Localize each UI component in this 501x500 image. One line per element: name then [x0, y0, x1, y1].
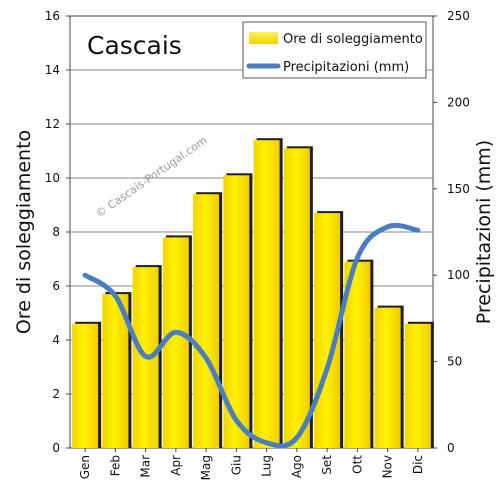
- x-tick-label: Lug: [260, 455, 274, 477]
- legend-label-sunshine: Ore di soleggiamento: [283, 32, 423, 47]
- x-tick-label: Ott: [350, 455, 364, 474]
- right-tick-label: 200: [447, 95, 470, 109]
- bar: [253, 140, 280, 448]
- bar: [162, 237, 189, 448]
- title-box: [76, 22, 184, 66]
- right-tick-label: 100: [447, 268, 470, 282]
- x-tick-label: Dic: [411, 455, 425, 474]
- x-tick-label: Feb: [108, 455, 122, 476]
- x-axis-ticks: Gen Feb Mar Apr Mag Giu Lug Ago Set Ott Nov Dic: [78, 448, 425, 480]
- legend: Ore di soleggiamento Precipitazioni (mm): [242, 21, 427, 79]
- left-tick-label: 14: [45, 63, 60, 77]
- bar: [283, 148, 310, 449]
- legend-swatch-sunshine: [249, 32, 278, 44]
- y-axis-title-right: Precipitazioni (mm): [473, 140, 495, 324]
- chart-title: Cascais: [87, 31, 182, 60]
- legend-label-precipitation: Precipitazioni (mm): [283, 60, 409, 75]
- right-tick-label: 150: [447, 182, 470, 196]
- x-tick-label: Mag: [199, 455, 213, 480]
- bar: [374, 307, 401, 448]
- x-tick-label: Giu: [229, 455, 243, 475]
- x-tick-label: Mar: [139, 455, 153, 478]
- bar: [193, 194, 220, 448]
- x-tick-label: Set: [320, 455, 334, 475]
- left-tick-label: 16: [45, 9, 60, 23]
- right-tick-label: 0: [447, 441, 455, 455]
- x-tick-label: Ago: [290, 455, 304, 478]
- left-axis-ticks: 0 2 4 6 8 10 12 14 16: [45, 9, 70, 455]
- x-tick-label: Gen: [78, 455, 92, 479]
- right-tick-label: 50: [447, 355, 462, 369]
- left-tick-label: 2: [52, 387, 60, 401]
- x-tick-label: Nov: [381, 455, 395, 478]
- left-tick-label: 10: [45, 171, 60, 185]
- right-tick-label: 250: [447, 9, 470, 23]
- left-tick-label: 0: [52, 441, 60, 455]
- right-axis-ticks: 0 50 100 150 200 250: [433, 9, 470, 455]
- left-tick-label: 6: [52, 279, 60, 293]
- bars: [72, 138, 434, 449]
- bar: [102, 294, 129, 448]
- precipitation-line: [82, 222, 421, 449]
- x-tick-label: Apr: [169, 455, 183, 476]
- left-tick-label: 8: [52, 225, 60, 239]
- bar: [72, 323, 99, 448]
- left-tick-label: 4: [52, 333, 60, 347]
- legend-box: [242, 21, 427, 79]
- left-tick-label: 12: [45, 117, 60, 131]
- bar: [404, 323, 431, 448]
- y-axis-title-left: Ore di soleggiamento: [13, 130, 35, 334]
